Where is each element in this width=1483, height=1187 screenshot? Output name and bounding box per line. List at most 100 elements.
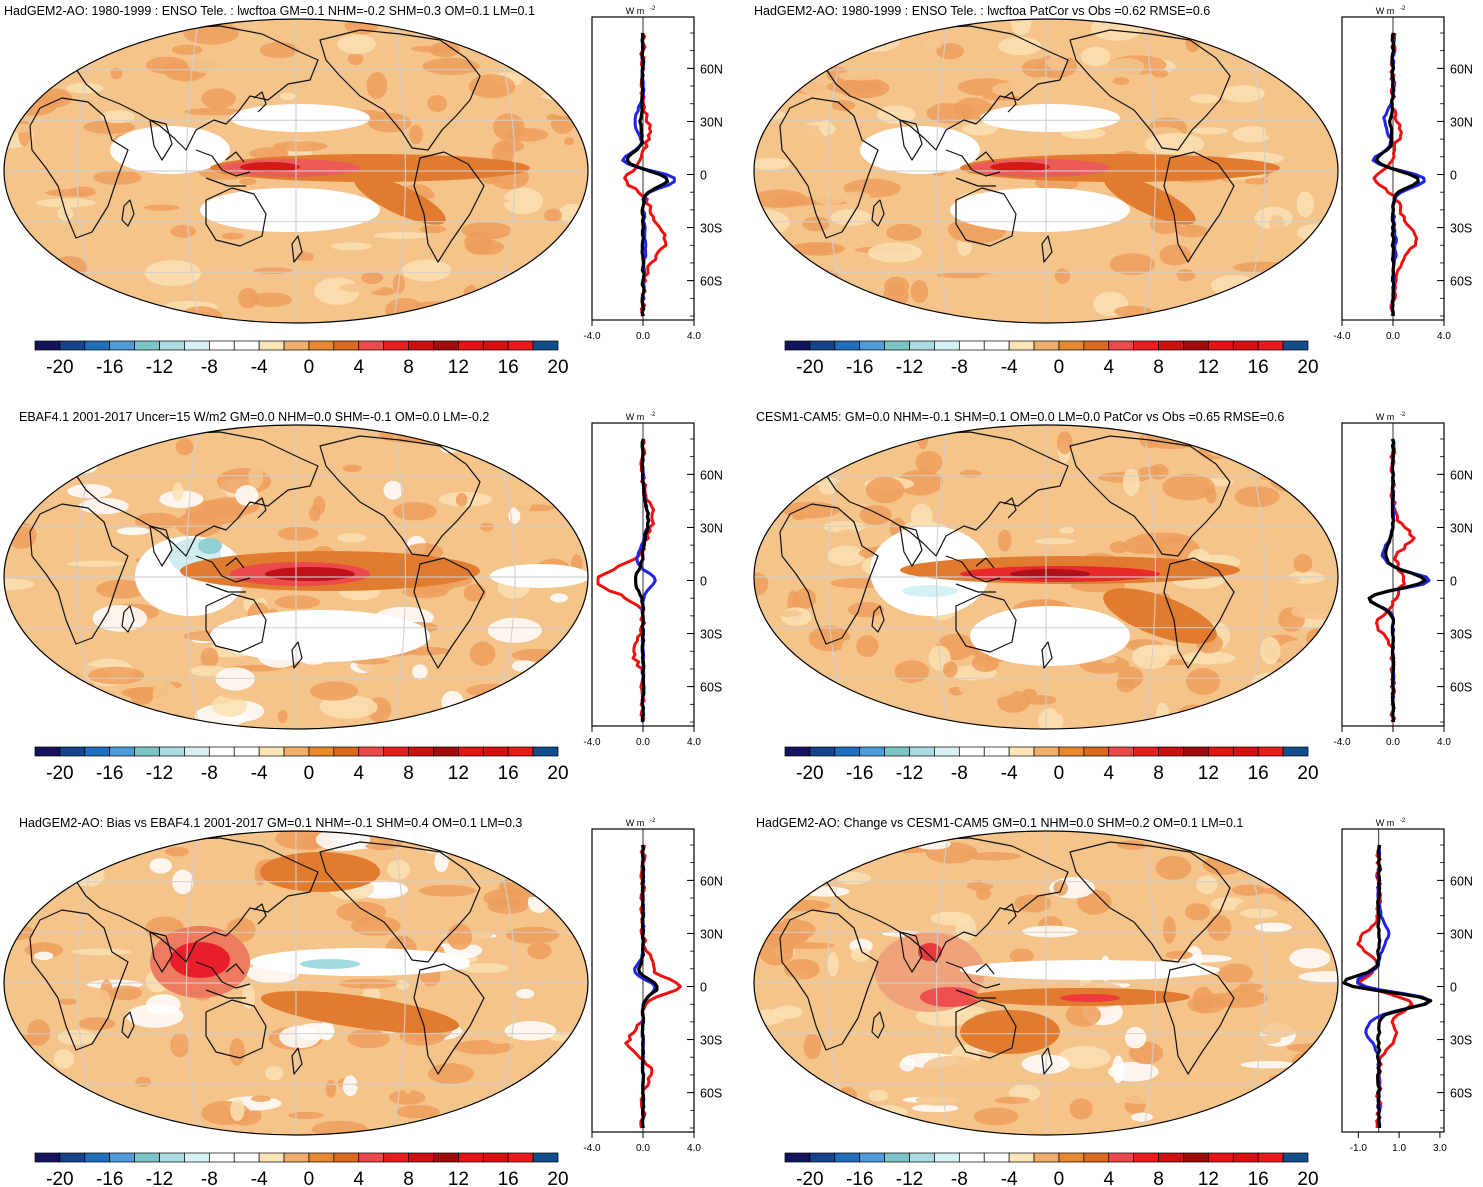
colorbar-swatch [159,1152,185,1163]
lat-tick-label: 60N [1450,62,1473,76]
colorbar-swatch [208,746,235,757]
shading-patch [175,438,194,456]
shading-patch [802,886,850,897]
colorbar-swatch [408,746,434,757]
coastline [121,199,135,227]
shading-patch [1270,850,1300,873]
coastline [779,909,879,1051]
lat-tick-label: 30S [1450,222,1472,236]
coastline [779,503,879,645]
shading-patch [1184,903,1210,921]
shading-patch [412,664,428,680]
shading-patch [110,67,123,79]
map-frame [753,18,1339,324]
colorbar-swatch [34,1152,61,1163]
colorbar: -20 -16 -12 -8 -4 0 4 8 12 16 20 [34,340,569,378]
shading-patch [505,294,521,305]
colorbar-label: 8 [1153,1169,1164,1187]
shading-patch [841,639,855,657]
warm-band [260,990,460,1034]
shading-patch [838,70,883,81]
warm-band [960,1010,1060,1054]
shading-patch [24,425,62,451]
zonal-curve-blue [1367,438,1431,723]
shading-patch [7,1098,53,1125]
shading-patch [1159,244,1192,266]
coastline [1163,151,1235,263]
colorbar-label: -20 [46,357,73,378]
shading-patch [1162,473,1215,501]
shading-patch [828,151,850,173]
zonal-unit: W m [1376,818,1395,828]
white-region [860,126,980,174]
shading-patch [149,858,172,874]
lat-tick-label: 60N [700,468,723,482]
cool-region [902,585,958,597]
shading-patch [997,36,1042,56]
zonal-curve-red [596,438,656,723]
shading-patch [122,720,181,729]
shading-patch [841,191,872,204]
shading-patch [4,836,41,858]
zonal-unit-exponent: -2 [1400,818,1406,824]
coastline [955,593,1017,653]
shading-patch [1054,268,1071,284]
colorbar-swatch [909,340,935,351]
x-tick-label: 0.0 [1386,331,1400,342]
coastline [1041,235,1053,263]
colorbar-swatch [84,746,111,757]
colorbar-swatch [1208,1152,1234,1163]
shading-patch [116,527,150,535]
shading-patch [201,88,236,109]
shading-patch [11,1101,26,1123]
shading-patch [1294,671,1327,697]
colorbar: -20 -16 -12 -8 -4 0 4 8 12 16 20 [34,1152,569,1187]
colorbar-label: 8 [403,1169,414,1187]
coastline [291,1047,303,1075]
shading-patch [788,152,807,165]
shading-patch [92,605,148,632]
shading-patch [529,1111,583,1121]
shading-patch [508,1106,566,1116]
shading-patch [1227,24,1275,35]
shading-patch [861,1063,899,1078]
shading-patch [466,683,518,698]
panel-title: EBAF4.1 2001-2017 Uncer=15 W/m2 GM=0.0 N… [19,410,489,424]
zonal-unit: W m [1376,412,1395,422]
colorbar-swatch [1008,1152,1035,1163]
zonal-curve-black [633,438,651,723]
shading-patch [4,281,52,310]
colorbar-swatch [184,340,210,351]
colorbar-swatch [1183,340,1209,351]
colorbar-label: 16 [498,763,519,784]
shading-patch [572,865,586,882]
zonal-curve-black [1367,438,1427,723]
coastline [205,187,267,247]
shading-patch [1210,448,1264,458]
shading-patch [1296,931,1326,942]
lat-tick-label: 0 [1450,575,1457,589]
shading-patch [162,831,195,839]
colorbar-swatch [134,1152,160,1163]
colorbar-label: 4 [353,1169,364,1187]
shading-patch [143,204,180,211]
shading-patch [12,1087,73,1110]
shading-patch [85,286,105,295]
shading-patch [450,105,484,125]
shading-patch [760,863,780,875]
shading-patch [280,92,296,101]
shading-patch [492,140,515,166]
colorbar-swatch [208,1152,235,1163]
shading-patch [1090,19,1143,41]
shading-patch [763,875,821,892]
shading-patch [253,267,293,275]
shading-patch [911,1104,959,1113]
shading-patch [19,648,70,658]
colorbar-swatch [532,746,559,757]
colorbar-swatch [1058,340,1085,351]
shading-patch [827,23,854,32]
shading-patch [991,82,1027,97]
x-tick-label: -4.0 [583,331,601,342]
shading-patch [1293,706,1331,724]
